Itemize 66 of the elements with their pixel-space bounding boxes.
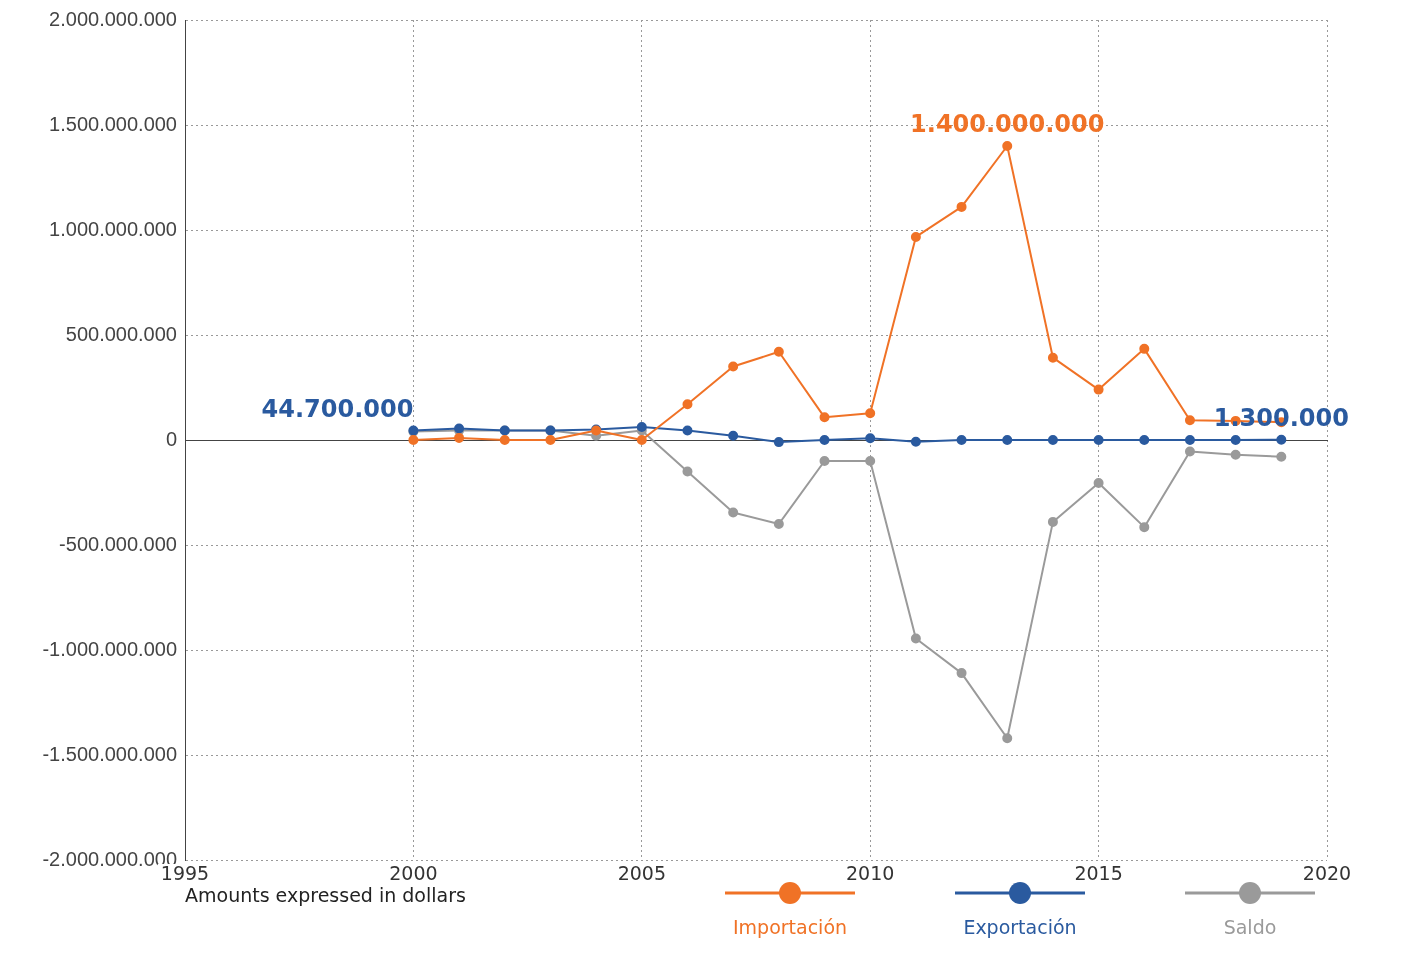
legend-label: Saldo — [1223, 916, 1277, 938]
point — [728, 361, 739, 372]
point — [1093, 478, 1104, 489]
point — [1047, 352, 1058, 363]
point — [773, 519, 784, 529]
x-tick-label: 2020 — [1302, 862, 1352, 885]
text: Amounts expressed in dollars — [185, 883, 466, 908]
point — [1184, 435, 1195, 445]
point — [1230, 435, 1241, 445]
point — [636, 435, 647, 445]
point — [956, 201, 967, 212]
point — [956, 668, 967, 679]
point — [1184, 415, 1195, 426]
y-tick-label: 2.000.000.000 — [49, 7, 177, 30]
legend-label: Importación — [732, 916, 848, 938]
point — [1002, 435, 1013, 445]
point — [1047, 435, 1058, 445]
y-tick-label: -500.000.000 — [59, 532, 177, 555]
point — [499, 435, 510, 445]
point — [910, 633, 921, 644]
point — [1047, 516, 1058, 527]
point — [728, 430, 739, 441]
point — [545, 435, 556, 445]
point — [1002, 141, 1013, 151]
x-tick-label: 2000 — [389, 862, 438, 885]
point — [1276, 434, 1287, 445]
point — [682, 399, 693, 410]
point — [865, 433, 876, 444]
point — [1002, 733, 1013, 744]
point — [956, 435, 967, 445]
point — [636, 421, 647, 432]
point — [408, 435, 419, 445]
y-tick-label: 500.000.000 — [65, 322, 177, 345]
point — [865, 408, 876, 419]
data-label: 1.400.000.000 — [910, 110, 1105, 139]
point — [1139, 435, 1150, 445]
point — [819, 435, 830, 445]
point — [910, 436, 921, 447]
point — [682, 425, 693, 436]
legend-label: Exportación — [963, 916, 1077, 938]
point — [773, 346, 784, 357]
y-tick-label: -1.500.000.000 — [42, 742, 177, 765]
point — [1230, 449, 1241, 460]
x-tick-label: 2010 — [846, 862, 895, 885]
point — [682, 466, 693, 477]
point — [454, 432, 465, 443]
point — [1093, 435, 1104, 445]
y-tick-label: -1.000.000.000 — [42, 637, 177, 660]
point — [1093, 384, 1104, 395]
point — [819, 412, 830, 423]
point — [1184, 446, 1195, 457]
y-tick-label: 0 — [165, 427, 177, 450]
x-tick-label: 2015 — [1074, 862, 1123, 885]
point — [1139, 343, 1150, 354]
data-label: 44.700.000 — [261, 394, 414, 423]
y-tick-label: 1.000.000.000 — [49, 217, 177, 240]
point — [865, 456, 876, 466]
point — [819, 456, 830, 466]
point — [910, 231, 921, 242]
data-label: 1.300.000 — [1213, 403, 1349, 432]
point — [773, 437, 784, 448]
point — [1276, 451, 1287, 462]
x-tick-label: 2005 — [617, 862, 666, 885]
point — [1139, 522, 1150, 533]
y-tick-label: 1.500.000.000 — [49, 112, 177, 135]
point — [728, 507, 739, 518]
